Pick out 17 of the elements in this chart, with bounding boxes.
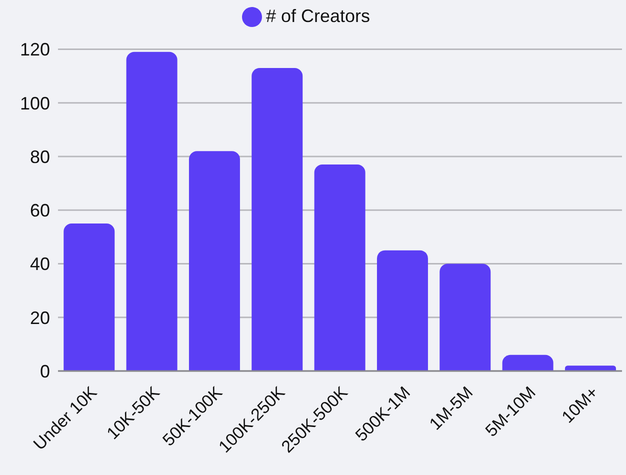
y-tick-label: 60 — [30, 200, 50, 221]
bar — [440, 264, 491, 371]
y-tick-label: 120 — [20, 40, 50, 60]
bar — [188, 151, 240, 371]
y-tick-label: 0 — [40, 361, 50, 382]
legend-label: # of Creators — [266, 6, 370, 26]
bar — [314, 164, 366, 371]
bar — [564, 366, 616, 371]
bar — [502, 354, 554, 371]
y-tick-label: 40 — [30, 254, 50, 274]
y-tick-label: 80 — [30, 146, 50, 167]
bar — [252, 68, 303, 371]
y-tick-label: 100 — [20, 93, 50, 114]
bar — [126, 52, 178, 371]
bar — [376, 250, 428, 371]
bar — [64, 224, 115, 371]
y-tick-label: 20 — [30, 308, 50, 328]
